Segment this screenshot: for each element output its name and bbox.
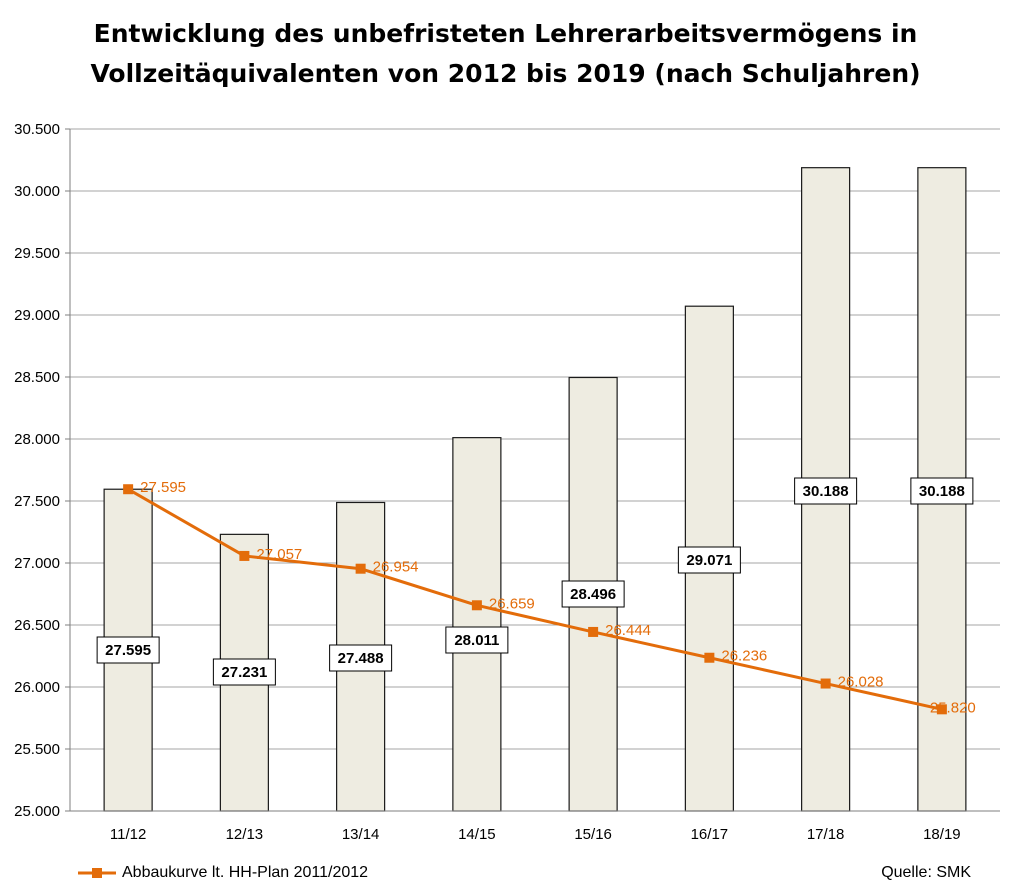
y-tick-label: 30.000 [14, 183, 60, 200]
bar-data-label-text: 30.188 [919, 483, 965, 500]
bar-data-labels: 27.595 27.231 27.488 28.011 28.496 29.071 30.1… [96, 477, 974, 686]
bar-data-label-text: 28.011 [454, 632, 499, 649]
x-tick-label: 14/15 [458, 826, 496, 843]
chart-title: Entwicklung des unbefristeten Lehrerarbe… [0, 14, 1011, 94]
line-marker [704, 652, 715, 663]
source-note: Quelle: SMK [881, 864, 971, 881]
y-tick-label: 27.000 [14, 555, 60, 572]
x-tick-label: 11/12 [110, 826, 146, 843]
y-tick-label: 29.500 [14, 245, 60, 262]
bar-data-label: 28.496 [561, 580, 625, 608]
line-data-label: 26.444 [605, 622, 651, 639]
line-series [123, 484, 947, 715]
chart-title-line-2: Vollzeitäquivalenten von 2012 bis 2019 (… [90, 59, 921, 88]
line-data-label: 26.954 [373, 559, 419, 576]
line-data-label: 26.659 [489, 595, 535, 612]
bar-data-label: 29.071 [677, 546, 741, 574]
bar-data-label-text: 27.595 [105, 642, 151, 659]
legend-marker [78, 868, 116, 878]
x-axis-tick-labels: 11/12 12/13 13/14 14/15 15/16 16/17 17/18 18/19 [110, 826, 961, 843]
bar-data-label-box [445, 626, 509, 654]
bar-data-label: 27.488 [329, 644, 393, 672]
gridlines [65, 128, 1000, 812]
bar-data-label-text: 27.231 [221, 664, 267, 681]
line-marker [239, 550, 250, 561]
line-data-label: 26.028 [838, 674, 884, 691]
line-data-label: 26.236 [721, 648, 767, 665]
bar-data-label-box [794, 477, 858, 505]
y-tick-label: 28.500 [14, 369, 60, 386]
x-tick-label: 18/19 [923, 826, 961, 843]
bar-data-label-box [212, 658, 276, 686]
y-tick-label: 25.000 [14, 803, 60, 820]
legend-entry-label: Abbaukurve lt. HH-Plan 2011/2012 [122, 864, 369, 881]
line-marker [820, 678, 831, 689]
line-marker [355, 563, 366, 574]
bar-data-label-box [561, 580, 625, 608]
bar-data-label: 27.231 [212, 658, 276, 686]
line-data-label: 25.820 [930, 699, 976, 716]
line-data-label: 27.595 [140, 479, 186, 496]
bar-data-label: 27.595 [96, 636, 160, 664]
line-marker [123, 484, 134, 495]
x-tick-label: 12/13 [226, 826, 264, 843]
x-tick-label: 13/14 [342, 826, 380, 843]
line-data-label: 27.057 [256, 546, 302, 563]
bar-data-label-text: 27.488 [338, 650, 384, 667]
x-tick-label: 15/16 [574, 826, 612, 843]
line-path [127, 487, 943, 711]
bar-data-label-text: 30.188 [803, 483, 849, 500]
chart-title-line-1: Entwicklung des unbefristeten Lehrerarbe… [93, 19, 918, 48]
x-tick-label: 16/17 [691, 826, 729, 843]
bar-data-label-text: 29.071 [686, 552, 732, 569]
bar-data-label-box [677, 546, 741, 574]
y-tick-label: 27.500 [14, 493, 60, 510]
line-marker [588, 626, 599, 637]
bar-data-label-text: 28.496 [570, 586, 616, 603]
y-tick-label: 30.500 [14, 121, 60, 138]
line-data-labels: 27.595 27.057 26.954 26.659 26.444 26.236 26.0… [140, 479, 976, 716]
y-tick-label: 29.000 [14, 307, 60, 324]
y-tick-label: 26.000 [14, 679, 60, 696]
bar-data-label: 28.011 [445, 626, 509, 654]
axes [69, 129, 1000, 812]
bar-data-label: 30.188 [910, 477, 974, 505]
bar-data-label-box [96, 636, 160, 664]
x-tick-label: 17/18 [807, 826, 845, 843]
y-tick-label: 28.000 [14, 431, 60, 448]
y-tick-label: 26.500 [14, 617, 60, 634]
y-axis-tick-labels: 25.000 25.500 26.000 26.500 27.000 27.500 28.0… [14, 121, 60, 820]
line-marker [936, 704, 947, 715]
bar-data-label-box [329, 644, 393, 672]
legend: Abbaukurve lt. HH-Plan 2011/2012 [78, 862, 368, 884]
bar [452, 437, 502, 812]
bar-data-label-box [910, 477, 974, 505]
bar-data-label: 30.188 [794, 477, 858, 505]
line-marker [471, 600, 482, 611]
y-tick-label: 25.500 [14, 741, 60, 758]
